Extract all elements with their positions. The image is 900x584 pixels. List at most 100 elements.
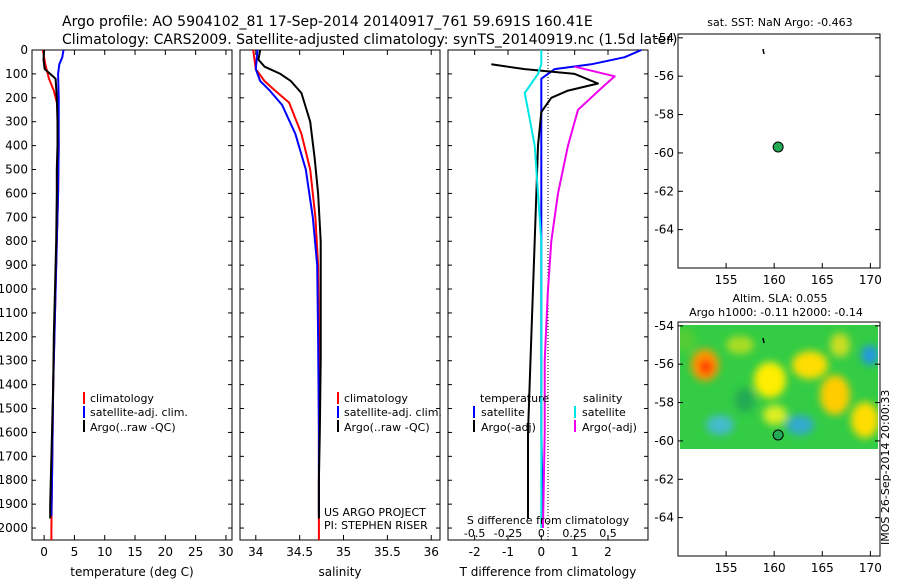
difference-xlabel-t: T difference from climatology bbox=[459, 565, 637, 579]
x-tick-label: -2 bbox=[469, 545, 481, 559]
y-tick-label: 1500 bbox=[0, 402, 28, 416]
y-tick-label: 900 bbox=[5, 258, 28, 272]
y-tick-label: 1300 bbox=[0, 354, 28, 368]
legend-label-argo: Argo(..raw -QC) bbox=[344, 421, 430, 434]
x-top-tick-label: 0.25 bbox=[562, 527, 587, 540]
x-tick-label: 155 bbox=[715, 561, 738, 575]
legend-label-climatology: climatology bbox=[90, 392, 154, 405]
sst-map-frame bbox=[677, 33, 881, 269]
salinity-panel: 34 34.5 35 35.5 36 salinity climatology sate… bbox=[239, 49, 442, 579]
x-tick-label: 5 bbox=[71, 545, 79, 559]
x-tick-label: 10 bbox=[97, 545, 112, 559]
y-tick-label: 1200 bbox=[0, 330, 28, 344]
temperature-xlabel: temperature (deg C) bbox=[70, 565, 193, 579]
header-line-1: Argo profile: AO 5904102_81 17-Sep-2014 … bbox=[62, 14, 593, 30]
temperature-legend: climatology satellite-adj. clim. Argo(..… bbox=[83, 392, 188, 434]
x-tick-label: 30 bbox=[218, 545, 233, 559]
series-line-argo-raw-qc- bbox=[42, 49, 59, 519]
sla-map-frame bbox=[677, 321, 881, 557]
legend-label-satellite: satellite-adj. clim. bbox=[90, 406, 188, 419]
argo-float-marker bbox=[772, 429, 784, 441]
argo-float-marker bbox=[772, 141, 784, 153]
legend-label-satellite: satellite-adj. clim. bbox=[344, 406, 442, 419]
x-tick-label: 36 bbox=[424, 545, 439, 559]
series-line-satellite-adj-clim- bbox=[254, 49, 320, 517]
legend-label-t-satellite: satellite bbox=[481, 406, 525, 419]
y-tick-label: -58 bbox=[654, 108, 674, 122]
salinity-panel-frame bbox=[239, 49, 441, 541]
legend-label-s-satellite: satellite bbox=[582, 406, 626, 419]
x-tick-label: 35.5 bbox=[374, 545, 401, 559]
sla-map-subtitle: Argo h1000: -0.11 h2000: -0.14 bbox=[689, 306, 863, 319]
salinity-legend: climatology satellite-adj. clim. Argo(..… bbox=[337, 392, 442, 434]
y-tick-label: 700 bbox=[5, 210, 28, 224]
legend-label-argo: Argo(..raw -QC) bbox=[90, 421, 176, 434]
y-tick-label: -64 bbox=[654, 223, 674, 237]
header-line-2: Climatology: CARS2009. Satellite-adjuste… bbox=[62, 32, 677, 48]
difference-panel: -2 -1 0 1 2 -0.5 -0.25 0 0.25 0.5 T difference f… bbox=[447, 49, 649, 579]
y-tick-label: -64 bbox=[654, 511, 674, 525]
x-tick-label: -1 bbox=[502, 545, 514, 559]
x-tick-label: 170 bbox=[859, 561, 882, 575]
y-tick-label: -56 bbox=[654, 69, 674, 83]
project-annotation: US ARGO PROJECT bbox=[324, 506, 426, 519]
legend-header-temperature: temperature bbox=[480, 392, 549, 405]
x-tick-label: 34.5 bbox=[286, 545, 313, 559]
x-tick-label: 34 bbox=[248, 545, 263, 559]
y-tick-label: 1000 bbox=[0, 282, 28, 296]
x-tick-label: 15 bbox=[127, 545, 142, 559]
difference-legend: temperature salinity satellite Argo(-adj… bbox=[473, 392, 637, 434]
x-tick-label: 2 bbox=[604, 545, 612, 559]
y-tick-label: 1800 bbox=[0, 473, 28, 487]
sla-map-panel: Altim. SLA: 0.055 Argo h1000: -0.11 h200… bbox=[654, 292, 881, 575]
y-tick-label: -58 bbox=[654, 396, 674, 410]
sst-map-panel: sat. SST: NaN Argo: -0.463 155 160 165 170 -… bbox=[654, 16, 881, 287]
legend-label-s-argo: Argo(-adj) bbox=[582, 421, 637, 434]
sst-map-title: sat. SST: NaN Argo: -0.463 bbox=[707, 16, 852, 29]
x-tick-label: 165 bbox=[811, 561, 834, 575]
y-tick-label: 1600 bbox=[0, 425, 28, 439]
x-tick-label: 25 bbox=[188, 545, 203, 559]
sla-heatmap bbox=[680, 325, 878, 449]
y-tick-label: -54 bbox=[654, 319, 674, 333]
series-line-t-satellite bbox=[540, 49, 642, 529]
temperature-panel: 0100200300400500600700800900100011001200… bbox=[0, 43, 648, 579]
x-tick-label: 160 bbox=[763, 561, 786, 575]
temperature-panel-frame bbox=[31, 49, 233, 541]
y-tick-label: 1100 bbox=[0, 306, 28, 320]
x-tick-label: 0 bbox=[40, 545, 48, 559]
y-tick-label: 200 bbox=[5, 91, 28, 105]
series-line-s-argo-adj- bbox=[542, 65, 616, 529]
x-tick-label: 20 bbox=[158, 545, 173, 559]
y-tick-label: 100 bbox=[5, 67, 28, 81]
sst-map-mark bbox=[762, 48, 765, 55]
legend-label-t-argo: Argo(-adj) bbox=[481, 421, 536, 434]
y-tick-label: -60 bbox=[654, 146, 674, 160]
x-top-tick-label: -0.5 bbox=[464, 527, 485, 540]
x-tick-label: 35 bbox=[336, 545, 351, 559]
x-tick-label: 170 bbox=[859, 273, 882, 287]
imos-timestamp: IMOS 26-Sep-2014 20:00:33 bbox=[879, 390, 892, 545]
series-line-argo-raw-qc- bbox=[257, 49, 322, 519]
x-tick-label: 0 bbox=[538, 545, 546, 559]
x-top-tick-label: 0.5 bbox=[599, 527, 617, 540]
x-tick-label: 160 bbox=[763, 273, 786, 287]
x-top-tick-label: -0.25 bbox=[494, 527, 522, 540]
salinity-xlabel: salinity bbox=[318, 565, 361, 579]
series-line-climatology bbox=[252, 49, 320, 540]
y-tick-label: -62 bbox=[654, 184, 674, 198]
y-tick-label: 800 bbox=[5, 234, 28, 248]
series-line-t-argo-adj- bbox=[491, 63, 599, 519]
y-tick-label: 1400 bbox=[0, 378, 28, 392]
x-tick-label: 1 bbox=[571, 545, 579, 559]
y-tick-label: -60 bbox=[654, 434, 674, 448]
x-tick-label: 165 bbox=[811, 273, 834, 287]
pi-annotation: PI: STEPHEN RISER bbox=[324, 519, 428, 532]
legend-label-climatology: climatology bbox=[344, 392, 408, 405]
x-top-tick-label: 0 bbox=[538, 527, 545, 540]
y-tick-label: -54 bbox=[654, 31, 674, 45]
y-tick-label: 1900 bbox=[0, 497, 28, 511]
sla-map-title: Altim. SLA: 0.055 bbox=[732, 292, 827, 305]
y-tick-label: -56 bbox=[654, 357, 674, 371]
